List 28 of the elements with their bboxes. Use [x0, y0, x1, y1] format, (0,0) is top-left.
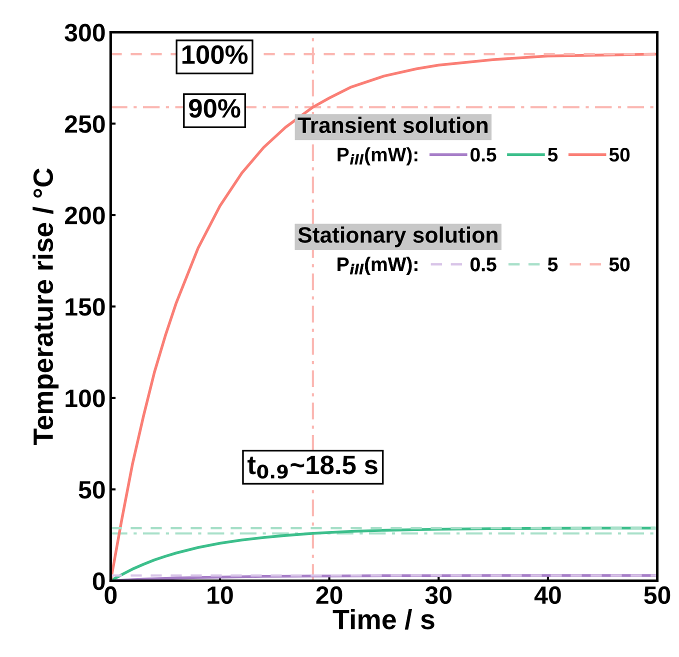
x-axis-title: Time / s [332, 608, 434, 630]
y-tick-label: 100 [66, 390, 105, 408]
x-tick-label: 10 [208, 586, 233, 604]
annotation: Transient solution [298, 116, 488, 134]
y-tick-label: 50 [78, 480, 105, 499]
legend-label: 5 [548, 258, 558, 272]
legend-label: 0.5 [470, 148, 496, 162]
legend-label: 5 [548, 148, 558, 162]
annotation: 90% [189, 99, 240, 118]
annotation: 100% [182, 45, 248, 64]
x-tick-label: 30 [425, 586, 452, 604]
x-tick-label: 40 [534, 586, 561, 604]
legend-label: 0.5 [470, 258, 496, 272]
y-tick-label: 250 [64, 115, 105, 133]
annotation: P$_{ill}$(mW): [338, 147, 418, 166]
y-tick-label: 200 [64, 206, 105, 224]
annotation: Stationary solution [298, 226, 498, 248]
annotation: t$_{0.9}$~18.5 s [248, 456, 378, 479]
legend-label: 50 [609, 258, 630, 272]
y-axis-title: Temperature rise / °C [32, 168, 59, 446]
x-tick-label: 0 [104, 586, 117, 604]
y-tick-label: 300 [64, 24, 105, 42]
annotation: P$_{ill}$(mW): [338, 256, 418, 276]
y-tick-label: 0 [92, 572, 105, 590]
x-tick-label: 20 [316, 586, 342, 604]
x-tick-label: 50 [644, 586, 670, 604]
y-tick-label: 150 [66, 298, 105, 316]
legend-label: 50 [609, 148, 630, 162]
